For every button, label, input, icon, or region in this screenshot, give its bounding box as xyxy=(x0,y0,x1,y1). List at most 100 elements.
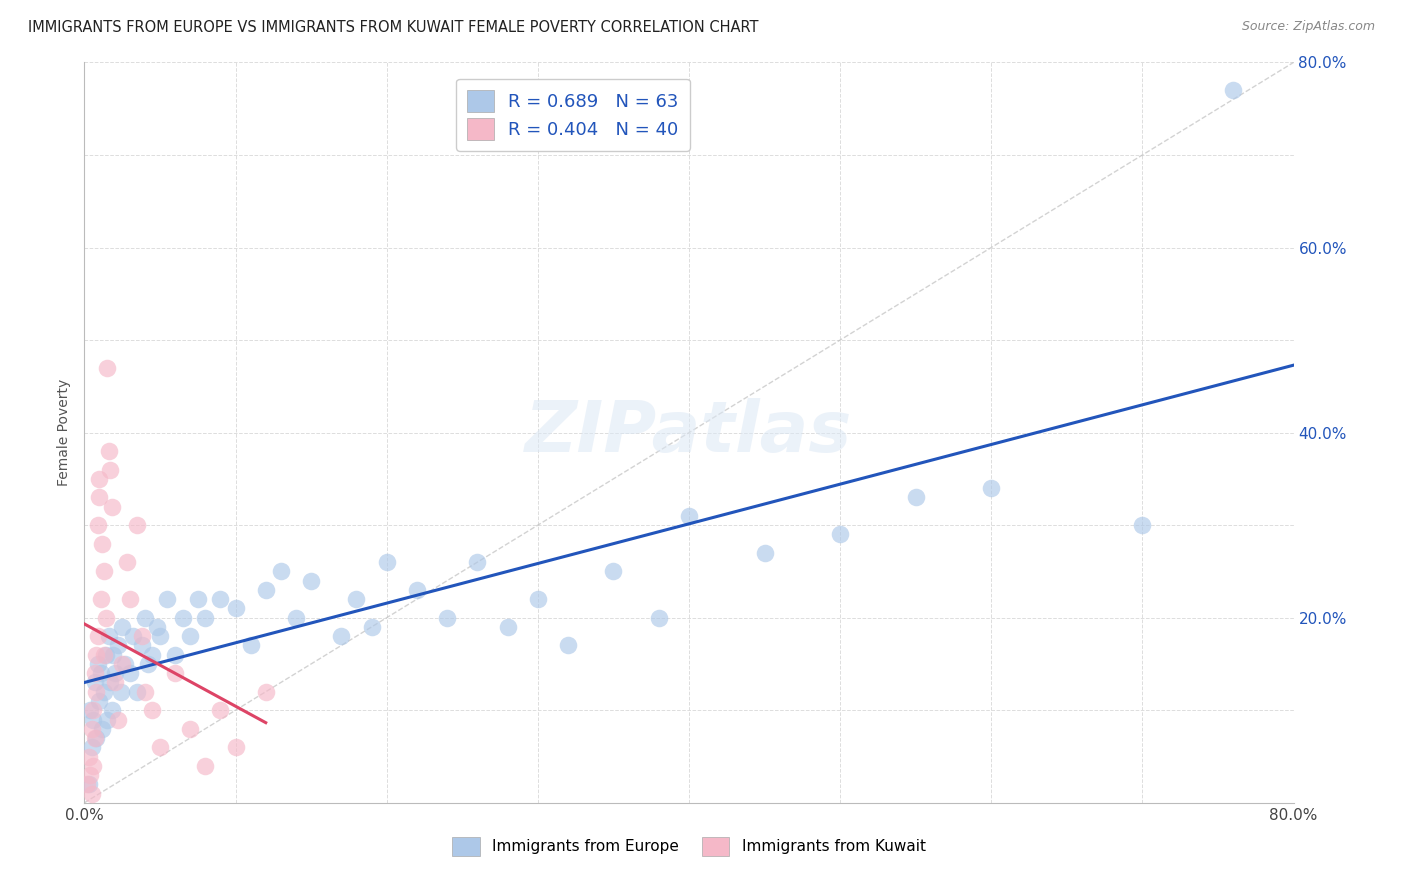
Text: ZIPatlas: ZIPatlas xyxy=(526,398,852,467)
Point xyxy=(187,592,209,607)
Point xyxy=(98,462,121,476)
Point xyxy=(156,592,179,607)
Point xyxy=(527,592,550,607)
Point xyxy=(678,508,700,523)
Point xyxy=(980,481,1002,495)
Point xyxy=(77,749,100,764)
Point xyxy=(285,610,308,624)
Point xyxy=(194,610,217,624)
Point xyxy=(89,694,111,708)
Point xyxy=(194,758,217,772)
Point xyxy=(100,703,122,717)
Point xyxy=(118,592,141,607)
Point xyxy=(496,620,519,634)
Point xyxy=(84,731,107,745)
Point xyxy=(76,777,98,791)
Point xyxy=(82,713,104,727)
Point xyxy=(346,592,368,607)
Point xyxy=(93,565,115,579)
Point xyxy=(121,629,143,643)
Point xyxy=(87,518,110,533)
Point xyxy=(165,666,187,681)
Legend: Immigrants from Europe, Immigrants from Kuwait: Immigrants from Europe, Immigrants from … xyxy=(446,831,932,862)
Point xyxy=(299,574,322,588)
Point xyxy=(82,703,104,717)
Point xyxy=(79,703,101,717)
Point xyxy=(209,592,232,607)
Point xyxy=(141,703,163,717)
Point xyxy=(97,444,120,458)
Point xyxy=(91,536,114,550)
Point xyxy=(118,666,141,681)
Point xyxy=(904,491,927,505)
Point xyxy=(225,740,247,755)
Point xyxy=(375,555,398,569)
Point xyxy=(1222,83,1244,97)
Point xyxy=(79,768,101,782)
Point xyxy=(360,620,382,634)
Point xyxy=(101,648,124,662)
Point xyxy=(648,610,671,624)
Point xyxy=(97,629,120,643)
Point xyxy=(239,639,262,653)
Point xyxy=(179,722,201,736)
Point xyxy=(111,620,134,634)
Point xyxy=(127,518,149,533)
Point xyxy=(136,657,159,671)
Text: IMMIGRANTS FROM EUROPE VS IMMIGRANTS FROM KUWAIT FEMALE POVERTY CORRELATION CHAR: IMMIGRANTS FROM EUROPE VS IMMIGRANTS FRO… xyxy=(28,20,759,35)
Point xyxy=(254,582,277,597)
Point xyxy=(134,610,156,624)
Point xyxy=(91,722,114,736)
Point xyxy=(225,601,247,615)
Point xyxy=(115,555,138,569)
Point xyxy=(93,648,115,662)
Point xyxy=(86,685,108,699)
Point xyxy=(93,685,115,699)
Point xyxy=(84,675,107,690)
Point xyxy=(86,731,108,745)
Point xyxy=(100,500,122,514)
Point xyxy=(89,491,111,505)
Point xyxy=(96,360,118,375)
Point xyxy=(80,740,103,755)
Point xyxy=(141,648,163,662)
Point xyxy=(830,527,852,541)
Point xyxy=(146,620,169,634)
Point xyxy=(77,777,100,791)
Point xyxy=(254,685,277,699)
Point xyxy=(149,629,172,643)
Point xyxy=(209,703,232,717)
Point xyxy=(131,629,153,643)
Point xyxy=(90,666,112,681)
Point xyxy=(87,657,110,671)
Point xyxy=(602,565,624,579)
Point xyxy=(87,629,110,643)
Text: Source: ZipAtlas.com: Source: ZipAtlas.com xyxy=(1241,20,1375,33)
Point xyxy=(127,685,149,699)
Point xyxy=(90,592,112,607)
Point xyxy=(96,713,118,727)
Y-axis label: Female Poverty: Female Poverty xyxy=(58,379,72,486)
Point xyxy=(557,639,579,653)
Point xyxy=(110,685,132,699)
Point xyxy=(172,610,194,624)
Point xyxy=(134,685,156,699)
Point xyxy=(149,740,172,755)
Point xyxy=(1130,518,1153,533)
Point xyxy=(406,582,429,597)
Point xyxy=(104,675,127,690)
Point xyxy=(107,713,129,727)
Point xyxy=(98,675,121,690)
Point xyxy=(754,546,776,560)
Point xyxy=(107,639,129,653)
Point xyxy=(80,722,103,736)
Point xyxy=(104,666,127,681)
Point xyxy=(86,648,108,662)
Point xyxy=(114,657,136,671)
Point xyxy=(111,657,134,671)
Point xyxy=(94,610,117,624)
Point xyxy=(165,648,187,662)
Point xyxy=(131,639,153,653)
Point xyxy=(84,666,107,681)
Point xyxy=(179,629,201,643)
